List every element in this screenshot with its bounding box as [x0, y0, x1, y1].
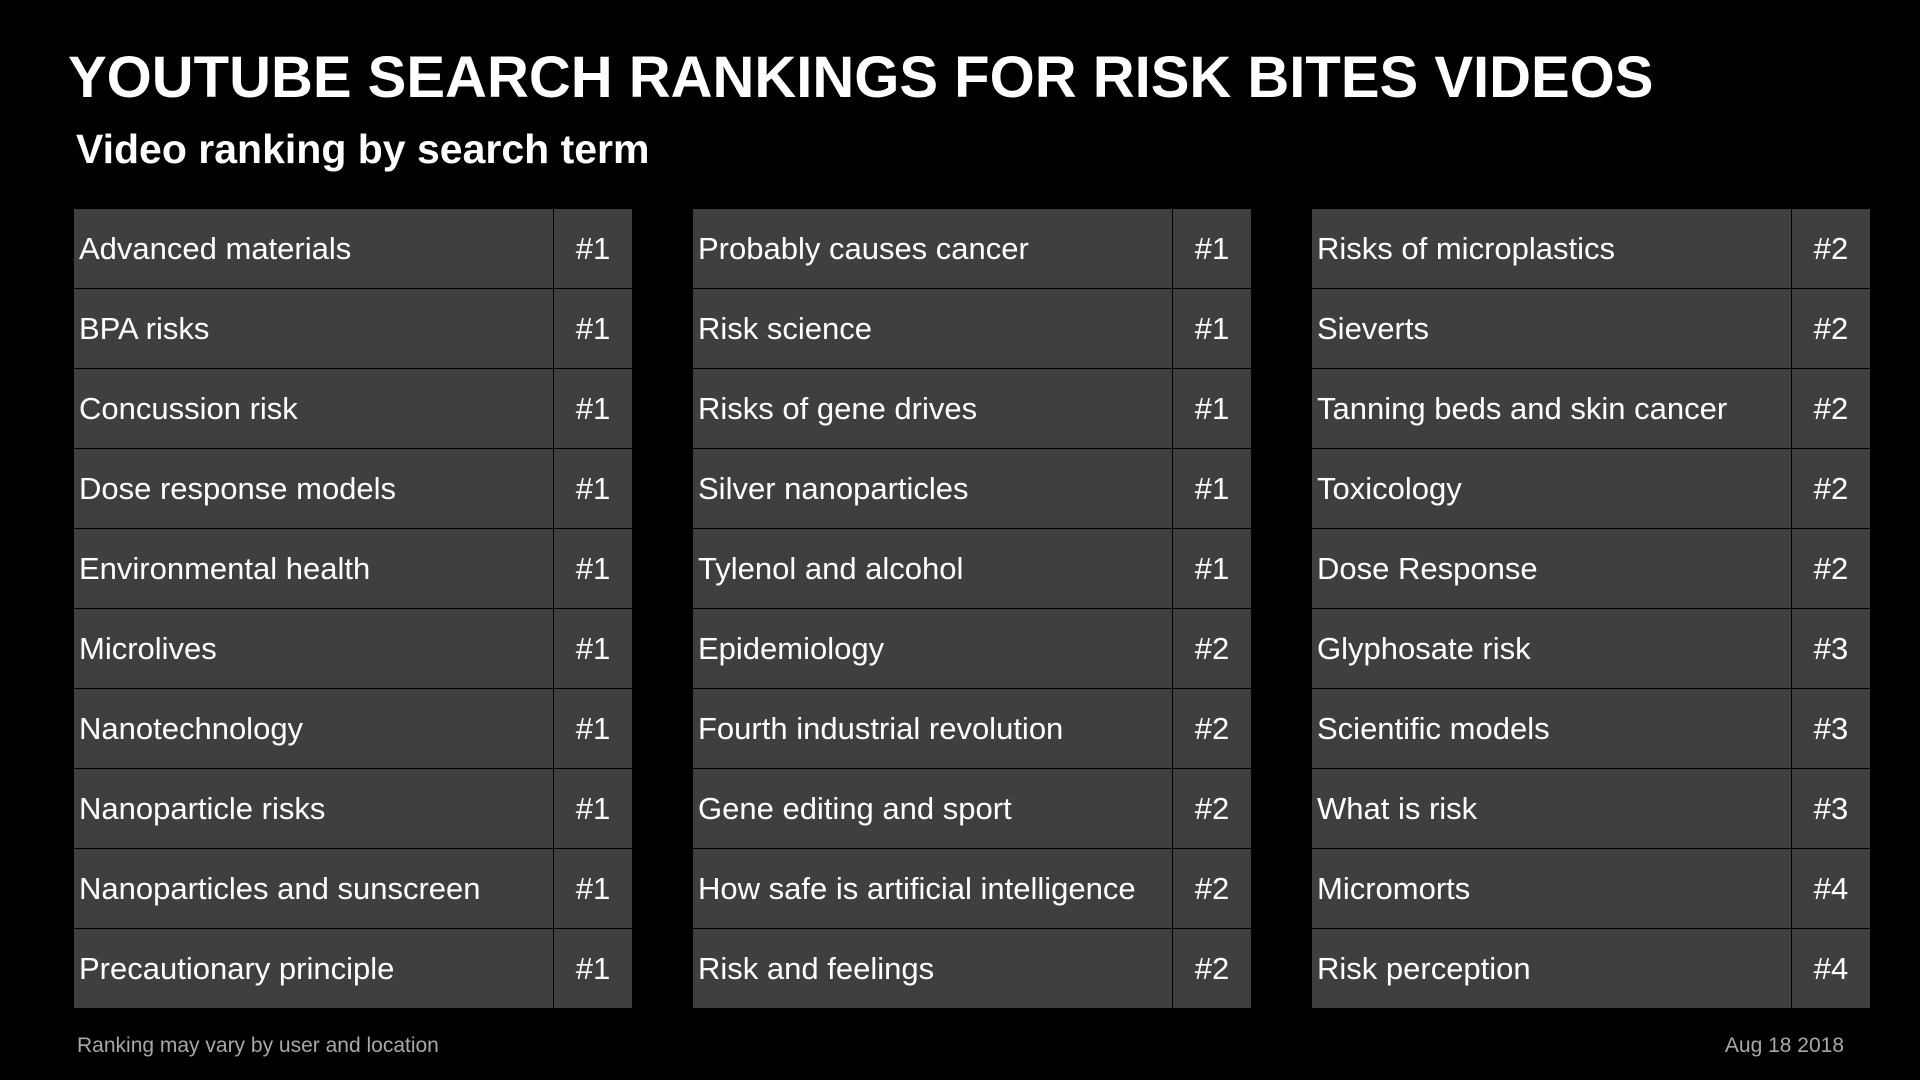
rank-cell: #1 — [553, 848, 633, 929]
rank-cell: #2 — [1791, 528, 1871, 609]
page-title: YOUTUBE SEARCH RANKINGS FOR RISK BITES V… — [68, 45, 1654, 110]
rank-cell: #1 — [553, 768, 633, 849]
search-term-cell: Toxicology — [1311, 448, 1792, 529]
rank-cell: #2 — [1791, 368, 1871, 449]
rank-cell: #1 — [553, 608, 633, 689]
table-row: How safe is artificial intelligence #2 — [692, 848, 1252, 929]
search-term-cell: Fourth industrial revolution — [692, 688, 1173, 769]
rank-cell: #2 — [1172, 688, 1252, 769]
rank-cell: #3 — [1791, 688, 1871, 769]
rank-cell: #1 — [553, 368, 633, 449]
table-row: Dose response models #1 — [73, 448, 633, 529]
table-row: Scientific models #3 — [1311, 688, 1871, 769]
table-row: Microlives #1 — [73, 608, 633, 689]
search-term-cell: Gene editing and sport — [692, 768, 1173, 849]
rank-cell: #1 — [553, 448, 633, 529]
table-row: Advanced materials #1 — [73, 208, 633, 289]
table-row: Concussion risk #1 — [73, 368, 633, 449]
search-term-cell: Risks of microplastics — [1311, 208, 1792, 289]
search-term-cell: Nanoparticles and sunscreen — [73, 848, 554, 929]
search-term-cell: Sieverts — [1311, 288, 1792, 369]
search-term-cell: Advanced materials — [73, 208, 554, 289]
rank-cell: #2 — [1791, 208, 1871, 289]
rank-cell: #1 — [1172, 368, 1252, 449]
table-row: Epidemiology #2 — [692, 608, 1252, 689]
search-term-cell: Concussion risk — [73, 368, 554, 449]
search-term-cell: Environmental health — [73, 528, 554, 609]
table-row: Sieverts #2 — [1311, 288, 1871, 369]
search-term-cell: Tylenol and alcohol — [692, 528, 1173, 609]
table-row: Risks of gene drives #1 — [692, 368, 1252, 449]
table-row: Tylenol and alcohol #1 — [692, 528, 1252, 609]
rank-cell: #1 — [1172, 208, 1252, 289]
rank-cell: #3 — [1791, 608, 1871, 689]
table-row: Risk and feelings #2 — [692, 928, 1252, 1009]
table-row: Nanoparticles and sunscreen #1 — [73, 848, 633, 929]
search-term-cell: BPA risks — [73, 288, 554, 369]
table-row: Tanning beds and skin cancer #2 — [1311, 368, 1871, 449]
rank-cell: #2 — [1791, 288, 1871, 369]
search-term-cell: Risk and feelings — [692, 928, 1173, 1009]
page-subtitle: Video ranking by search term — [76, 126, 650, 172]
rank-cell: #4 — [1791, 848, 1871, 929]
table-row: Glyphosate risk #3 — [1311, 608, 1871, 689]
search-term-cell: Silver nanoparticles — [692, 448, 1173, 529]
rankings-table-1: Advanced materials #1 BPA risks #1 Concussio… — [73, 208, 633, 1009]
rank-cell: #2 — [1172, 608, 1252, 689]
rank-cell: #1 — [1172, 288, 1252, 369]
rankings-tables: Advanced materials #1 BPA risks #1 Concussio… — [73, 208, 1871, 1009]
search-term-cell: Risks of gene drives — [692, 368, 1173, 449]
rankings-table-2: Probably causes cancer #1 Risk science #1 Ri… — [692, 208, 1252, 1009]
search-term-cell: What is risk — [1311, 768, 1792, 849]
rank-cell: #1 — [1172, 448, 1252, 529]
search-term-cell: Precautionary principle — [73, 928, 554, 1009]
search-term-cell: How safe is artificial intelligence — [692, 848, 1173, 929]
rank-cell: #1 — [553, 688, 633, 769]
table-row: Micromorts #4 — [1311, 848, 1871, 929]
search-term-cell: Micromorts — [1311, 848, 1792, 929]
search-term-cell: Risk science — [692, 288, 1173, 369]
search-term-cell: Nanoparticle risks — [73, 768, 554, 849]
rank-cell: #1 — [553, 528, 633, 609]
table-row: Nanotechnology #1 — [73, 688, 633, 769]
table-row: Probably causes cancer #1 — [692, 208, 1252, 289]
rank-cell: #2 — [1172, 928, 1252, 1009]
table-row: Dose Response #2 — [1311, 528, 1871, 609]
table-row: BPA risks #1 — [73, 288, 633, 369]
date-label: Aug 18 2018 — [1724, 1034, 1844, 1057]
search-term-cell: Epidemiology — [692, 608, 1173, 689]
table-row: Risk science #1 — [692, 288, 1252, 369]
search-term-cell: Probably causes cancer — [692, 208, 1173, 289]
table-row: Precautionary principle #1 — [73, 928, 633, 1009]
search-term-cell: Glyphosate risk — [1311, 608, 1792, 689]
rank-cell: #2 — [1172, 768, 1252, 849]
search-term-cell: Microlives — [73, 608, 554, 689]
rank-cell: #2 — [1172, 848, 1252, 929]
table-row: Risks of microplastics #2 — [1311, 208, 1871, 289]
rank-cell: #1 — [553, 208, 633, 289]
table-row: Silver nanoparticles #1 — [692, 448, 1252, 529]
rank-cell: #1 — [1172, 528, 1252, 609]
rank-cell: #1 — [553, 928, 633, 1009]
table-row: Risk perception #4 — [1311, 928, 1871, 1009]
search-term-cell: Scientific models — [1311, 688, 1792, 769]
rank-cell: #2 — [1791, 448, 1871, 529]
rank-cell: #1 — [553, 288, 633, 369]
search-term-cell: Tanning beds and skin cancer — [1311, 368, 1792, 449]
table-row: Toxicology #2 — [1311, 448, 1871, 529]
footnote: Ranking may vary by user and location — [77, 1034, 439, 1057]
search-term-cell: Nanotechnology — [73, 688, 554, 769]
rank-cell: #3 — [1791, 768, 1871, 849]
search-term-cell: Dose Response — [1311, 528, 1792, 609]
table-row: Gene editing and sport #2 — [692, 768, 1252, 849]
search-term-cell: Risk perception — [1311, 928, 1792, 1009]
table-row: Fourth industrial revolution #2 — [692, 688, 1252, 769]
search-term-cell: Dose response models — [73, 448, 554, 529]
table-row: Environmental health #1 — [73, 528, 633, 609]
table-row: Nanoparticle risks #1 — [73, 768, 633, 849]
rank-cell: #4 — [1791, 928, 1871, 1009]
table-row: What is risk #3 — [1311, 768, 1871, 849]
rankings-table-3: Risks of microplastics #2 Sieverts #2 Tannin… — [1311, 208, 1871, 1009]
